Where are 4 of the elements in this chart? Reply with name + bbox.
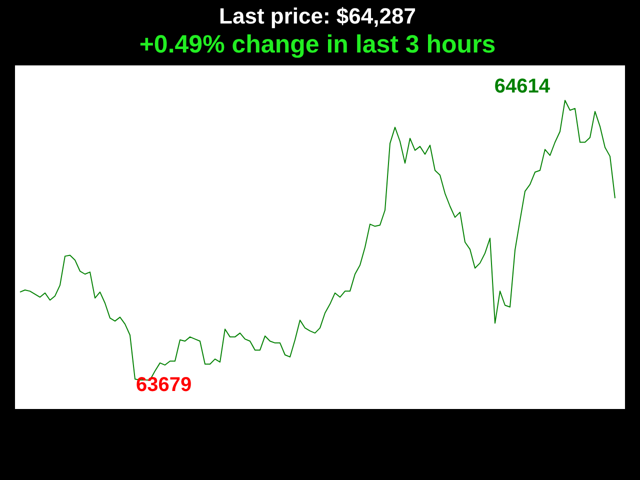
chart-title: Last price: $64,287 — [219, 3, 416, 28]
chart-subtitle: +0.49% change in last 3 hours — [139, 30, 496, 58]
data-label: 64614 — [494, 75, 551, 98]
data-label: 63679 — [136, 374, 192, 396]
